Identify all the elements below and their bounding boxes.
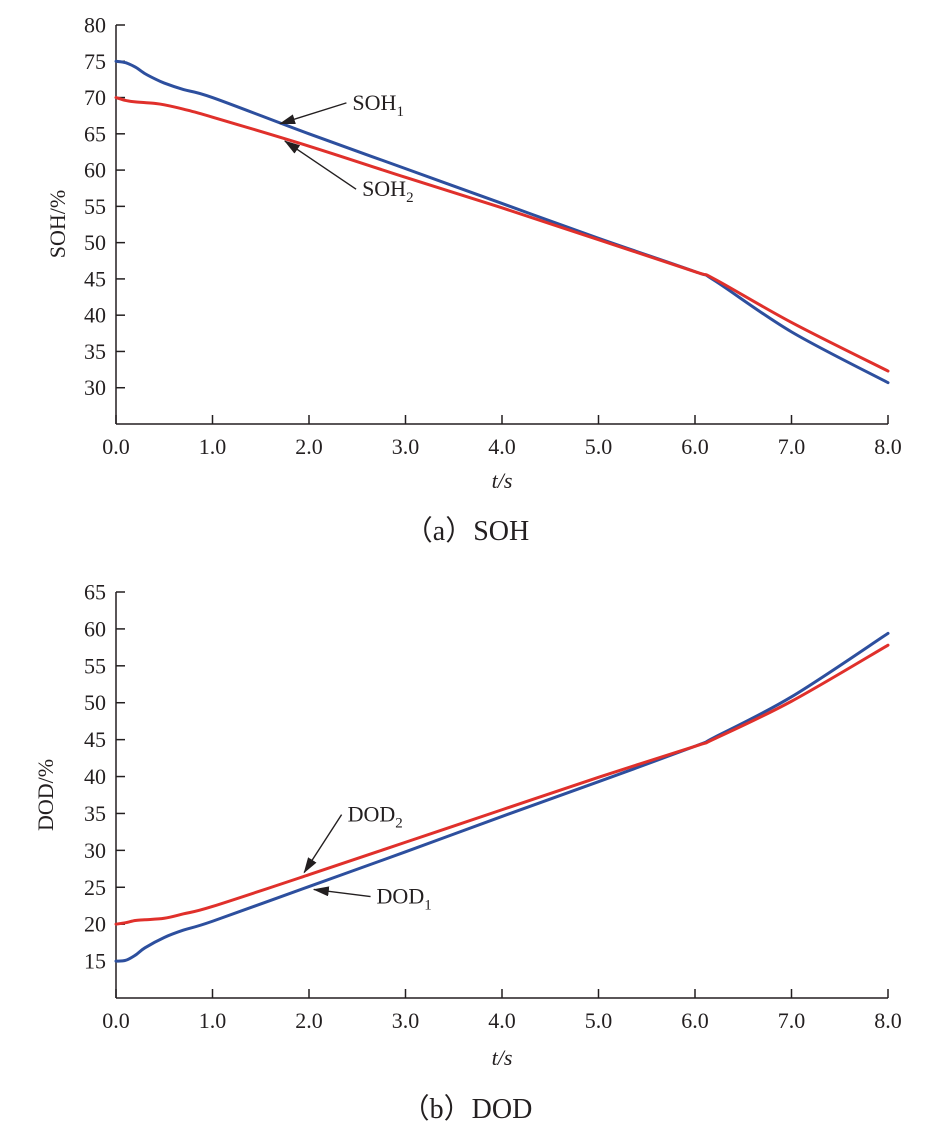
y-tick-label: 55	[84, 194, 106, 219]
annotation-label-subscript: 2	[406, 190, 414, 206]
series-line-soh2	[114, 96, 890, 373]
x-tick-label: 8.0	[874, 1008, 902, 1033]
y-tick-label: 55	[84, 653, 106, 678]
x-tick-label: 6.0	[681, 434, 709, 459]
y-tick-label: 30	[84, 838, 106, 863]
annotation-arrow-dod1	[312, 886, 371, 898]
x-tick-label: 3.0	[392, 434, 420, 459]
series-line-dod1	[114, 631, 890, 963]
x-tick-label: 1.0	[199, 1008, 227, 1033]
dod-series	[114, 631, 890, 963]
dod-x-axis-title: t/s	[492, 1045, 513, 1070]
annotation-arrow-dod2	[303, 814, 343, 874]
x-tick-label: 4.0	[488, 434, 516, 459]
dod-x-ticks: 0.0 1.0 2.0 3.0 4.0 5.0 6.0 7.0 8.0	[102, 989, 902, 1033]
annotation-label-dod1: DOD1	[377, 884, 432, 914]
dod-caption: （b）DOD	[402, 1093, 533, 1125]
annotation-label-main: DOD	[377, 884, 425, 909]
annotation-label-subscript: 1	[396, 104, 404, 120]
x-tick-label: 2.0	[295, 1008, 323, 1033]
y-tick-label: 60	[84, 158, 106, 183]
dod-y-axis-title: DOD/%	[33, 759, 58, 831]
annotation-label-subscript: 2	[395, 816, 403, 832]
soh-caption: （a）SOH	[405, 515, 529, 547]
annotation-label-dod2: DOD2	[348, 802, 403, 832]
x-tick-label: 0.0	[102, 1008, 130, 1033]
series-line-soh1	[114, 59, 890, 385]
y-tick-label: 40	[84, 303, 106, 328]
y-tick-label: 35	[84, 339, 106, 364]
x-tick-label: 4.0	[488, 1008, 516, 1033]
y-tick-label: 50	[84, 690, 106, 715]
x-tick-label: 2.0	[295, 434, 323, 459]
y-tick-label: 20	[84, 912, 106, 937]
y-tick-label: 75	[84, 49, 106, 74]
x-tick-label: 5.0	[585, 434, 613, 459]
x-tick-label: 1.0	[199, 434, 227, 459]
y-tick-label: 15	[84, 949, 106, 974]
annotation-arrow-soh1	[279, 102, 347, 125]
y-tick-label: 65	[84, 580, 106, 605]
x-tick-label: 5.0	[585, 1008, 613, 1033]
x-tick-label: 7.0	[778, 1008, 806, 1033]
y-tick-label: 45	[84, 266, 106, 291]
annotation-label-main: SOH	[352, 90, 396, 115]
y-tick-label: 80	[84, 13, 106, 38]
soh-y-ticks: 30 35 40 45 50 55 60 65 70 75 80	[84, 13, 125, 400]
annotation-label-main: SOH	[362, 176, 406, 201]
annotation-label-main: DOD	[348, 802, 396, 827]
x-tick-label: 7.0	[778, 434, 806, 459]
y-tick-label: 25	[84, 875, 106, 900]
x-tick-label: 3.0	[392, 1008, 420, 1033]
soh-y-axis-title: SOH/%	[45, 190, 70, 258]
dod-chart: 15 20 25 30 35 40 45 50 55 60 65 0.0 1.0 2.0 3.0 4.0 5.…	[33, 580, 902, 1126]
y-tick-label: 30	[84, 375, 106, 400]
soh-series	[114, 59, 890, 385]
y-tick-label: 50	[84, 230, 106, 255]
x-tick-label: 0.0	[102, 434, 130, 459]
y-tick-label: 40	[84, 764, 106, 789]
annotation-arrow-soh2	[284, 140, 357, 190]
series-line-dod2	[114, 643, 890, 926]
soh-chart: 30 35 40 45 50 55 60 65 70 75 80 0.0 1.0 2.0 3.0 4.0 5.…	[45, 13, 902, 548]
annotation-label-soh1: SOH1	[352, 90, 404, 120]
soh-x-axis-title: t/s	[492, 468, 513, 493]
y-tick-label: 35	[84, 801, 106, 826]
y-tick-label: 45	[84, 727, 106, 752]
dod-y-ticks: 15 20 25 30 35 40 45 50 55 60 65	[84, 580, 125, 974]
x-tick-label: 8.0	[874, 434, 902, 459]
annotation-label-soh2: SOH2	[362, 176, 414, 206]
y-tick-label: 70	[84, 85, 106, 110]
x-tick-label: 6.0	[681, 1008, 709, 1033]
annotation-label-subscript: 1	[424, 898, 432, 914]
y-tick-label: 60	[84, 616, 106, 641]
soh-x-ticks: 0.0 1.0 2.0 3.0 4.0 5.0 6.0 7.0 8.0	[102, 415, 902, 459]
y-tick-label: 65	[84, 121, 106, 146]
